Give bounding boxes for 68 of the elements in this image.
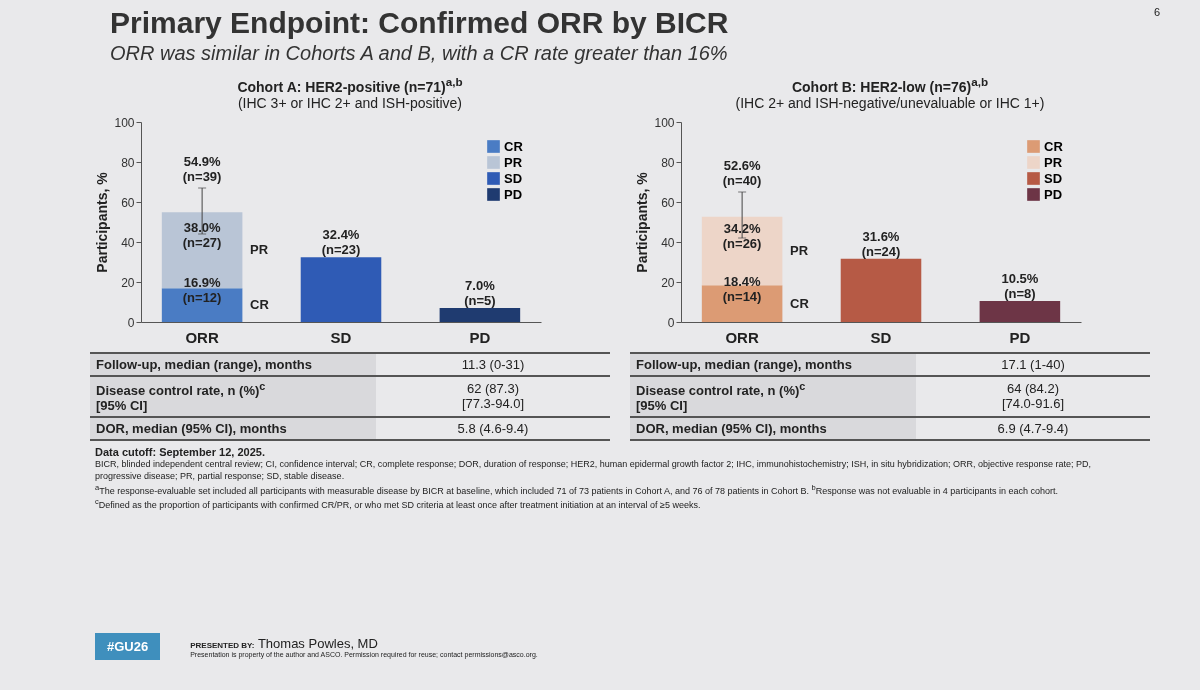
text: ORR was similar in Cohorts A and B, with a CR rate greater than 16% xyxy=(110,42,729,65)
text: 64 (84.2) [74.0-91.6] xyxy=(916,375,1150,417)
y-tick-label: 80 xyxy=(661,155,675,170)
data-label: 31.6% (n=24) xyxy=(861,228,901,259)
text: Primary Endpoint: Confirmed ORR by BICR xyxy=(110,6,729,39)
text: PR xyxy=(250,241,269,257)
chart-title: Cohort A: HER2-positive (n=71)$^{a,b}$ xyxy=(236,75,464,95)
y-tick-label: 60 xyxy=(661,195,675,210)
y-tick-label: 100 xyxy=(114,115,135,130)
y-tick-label: 0 xyxy=(127,315,135,330)
legend-label: CR xyxy=(1044,138,1064,154)
y-tick-label: 40 xyxy=(121,235,135,250)
x-tick-label: ORR xyxy=(185,328,219,346)
x-tick-label: ORR xyxy=(725,328,759,346)
text: Data cutoff: September 12, 2025. xyxy=(95,445,266,460)
text: Disease control rate, n (%)$^{c}$ [95% CI] xyxy=(636,379,806,413)
chart-subtitle: (IHC 2+ and ISH-negative/unevaluable or IHC 1+) xyxy=(734,94,1046,111)
text: Thomas Powles, MD xyxy=(257,635,378,651)
legend-label: CR xyxy=(504,138,524,154)
text: $^{a}$The response-evaluable set included all participants with measurable disease by BICR at baseline, which included 71 of 73 patients in Cohort A, and 76 of 78 patients in Cohort B. $^{b}$Response was not evaluable in 4 participants in each cohort. xyxy=(95,482,1059,498)
data-label: 32.4% (n=23) xyxy=(321,226,361,257)
data-label: 34.2% (n=26) xyxy=(722,220,762,251)
data-label: 10.5% (n=8) xyxy=(1001,270,1039,301)
legend-label: PR xyxy=(1044,154,1063,170)
y-tick-label: 40 xyxy=(661,235,675,250)
y-tick-label: 20 xyxy=(121,275,135,290)
text: CR xyxy=(250,296,269,312)
text: Disease control rate, n (%)$^{c}$ [95% CI] xyxy=(96,379,266,413)
total-label: 52.6% (n=40) xyxy=(722,157,762,188)
text: DOR, median (95% CI), months xyxy=(90,416,376,440)
x-tick-label: PD xyxy=(1009,328,1031,346)
data-label: 18.4% (n=14) xyxy=(722,273,762,304)
text: 17.1 (1-40) xyxy=(916,352,1150,376)
legend-label: PD xyxy=(1044,186,1063,202)
text: Follow-up, median (range), months xyxy=(630,352,916,376)
text: 5.8 (4.6-9.4) xyxy=(376,416,610,440)
legend-label: SD xyxy=(504,170,523,186)
x-tick-label: SD xyxy=(870,328,892,346)
text: CR xyxy=(790,295,809,311)
text: BICR, blinded independent central review; CI, confidence interval; CR, complete response; DOR, duration of response; HER2, human epidermal growth factor 2; IHC, immunohistochemistry; ISH, in situ hybridization; ORR, objective response rate; PD, progressive disease; PR, partial response; SD, stable disease. xyxy=(95,459,1092,483)
y-axis-title: Participants, % xyxy=(94,171,111,273)
data-label: 38.0% (n=27) xyxy=(182,219,222,250)
text: Follow-up, median (range), months xyxy=(90,352,376,376)
legend-label: SD xyxy=(1044,170,1063,186)
text: PRESENTED BY: xyxy=(190,640,255,650)
text: PR xyxy=(790,242,809,258)
text: $^{c}$Defined as the proportion of participants with confirmed CR/PR, or who met SD criteria at least once after treatment initiation at an interval of ≥5 weeks. xyxy=(95,497,702,513)
data-label: 7.0% (n=5) xyxy=(464,277,496,308)
y-tick-label: 60 xyxy=(121,195,135,210)
legend-label: PR xyxy=(504,154,523,170)
y-tick-label: 100 xyxy=(654,115,675,130)
y-tick-label: 20 xyxy=(661,275,675,290)
chart-title: Cohort B: HER2-low (n=76)$^{a,b}$ xyxy=(790,75,990,95)
y-tick-label: 0 xyxy=(667,315,675,330)
chart-subtitle: (IHC 3+ or IHC 2+ and ISH-positive) xyxy=(236,94,464,111)
text: 6.9 (4.7-9.4) xyxy=(916,416,1150,440)
text: 11.3 (0-31) xyxy=(376,352,610,376)
x-tick-label: PD xyxy=(469,328,491,346)
text: 6 xyxy=(1153,6,1160,18)
y-tick-label: 80 xyxy=(121,155,135,170)
text: DOR, median (95% CI), months xyxy=(630,416,916,440)
total-label: 54.9% (n=39) xyxy=(182,153,222,184)
text: #GU26 xyxy=(95,633,161,660)
data-label: 16.9% (n=12) xyxy=(182,274,222,305)
y-axis-title: Participants, % xyxy=(634,171,651,273)
x-tick-label: SD xyxy=(330,328,352,346)
text: 62 (87.3) [77.3-94.0] xyxy=(376,375,610,417)
legend-label: PD xyxy=(504,186,523,202)
